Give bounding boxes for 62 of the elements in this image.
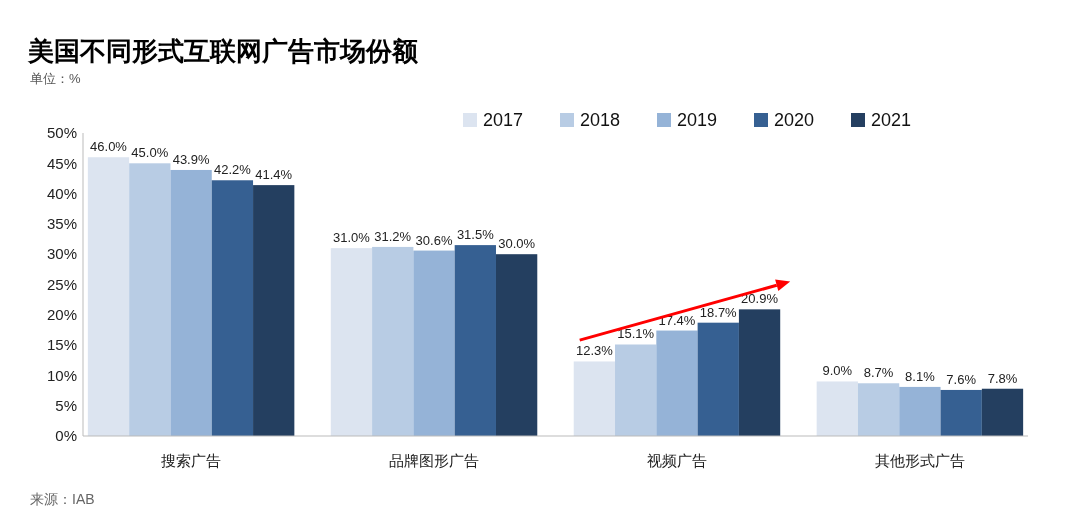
y-tick-label: 15% <box>46 336 77 354</box>
y-tick-label: 40% <box>46 184 77 202</box>
bar <box>615 344 657 436</box>
legend-label: 2020 <box>774 110 815 131</box>
text: 46.0% <box>90 139 127 155</box>
text: 45.0% <box>131 145 169 161</box>
text: 8.7% <box>863 365 894 381</box>
text: 41.4% <box>255 167 293 183</box>
text: 12.3% <box>575 343 613 359</box>
bar <box>899 386 941 436</box>
y-tick-label: 20% <box>46 306 77 324</box>
y-tick-label: 45% <box>46 154 77 172</box>
y-tick-label: 25% <box>46 275 77 293</box>
y-tick-label: 0% <box>55 427 77 445</box>
bar <box>495 254 538 436</box>
legend-label: 2018 <box>580 110 621 131</box>
text: 31.0% <box>333 230 370 246</box>
text: 31.2% <box>374 228 412 244</box>
y-tick-label: 30% <box>46 245 77 263</box>
legend-label: 2017 <box>483 110 524 131</box>
y-tick-label: 10% <box>46 366 77 384</box>
bar <box>738 309 781 436</box>
text: 18.7% <box>699 304 737 320</box>
text: 15.1% <box>617 326 655 342</box>
bar <box>253 185 295 436</box>
text: 30.0% <box>498 236 536 252</box>
bar <box>372 246 414 436</box>
x-tick-label: 搜索广告 <box>161 452 222 469</box>
text: 42.2% <box>213 162 251 178</box>
chart-title: 美国不同形式互联网广告市场份额 <box>27 36 419 66</box>
bar <box>816 381 858 436</box>
chart-subtitle: 单位：% <box>30 71 81 86</box>
text: 9.0% <box>822 363 853 379</box>
source-note: 来源：IAB <box>30 491 95 507</box>
bar <box>170 169 212 436</box>
bar <box>330 248 373 436</box>
bar <box>211 180 254 436</box>
text: 30.6% <box>415 232 453 248</box>
legend-label: 2019 <box>677 110 718 131</box>
bar <box>454 245 496 436</box>
text: 7.8% <box>987 370 1018 386</box>
text: 7.6% <box>946 371 977 387</box>
x-tick-label: 视频广告 <box>646 452 707 469</box>
text: 43.9% <box>172 151 210 167</box>
bar <box>87 157 130 436</box>
y-tick-label: 5% <box>55 396 77 414</box>
bar <box>413 250 455 436</box>
bar <box>940 389 982 436</box>
bar <box>697 322 739 436</box>
bar <box>129 163 171 436</box>
legend-label: 2021 <box>871 110 912 131</box>
y-tick-label: 35% <box>46 215 77 233</box>
bar <box>857 383 900 436</box>
bar <box>981 388 1024 436</box>
x-tick-label: 品牌图形广告 <box>389 452 480 469</box>
x-tick-label: 其他形式广告 <box>874 452 965 469</box>
bar <box>573 361 616 436</box>
text: 31.5% <box>456 227 494 243</box>
text: 8.1% <box>905 368 935 384</box>
y-tick-label: 50% <box>46 124 77 142</box>
bar <box>656 330 698 436</box>
text: 20.9% <box>741 291 778 307</box>
